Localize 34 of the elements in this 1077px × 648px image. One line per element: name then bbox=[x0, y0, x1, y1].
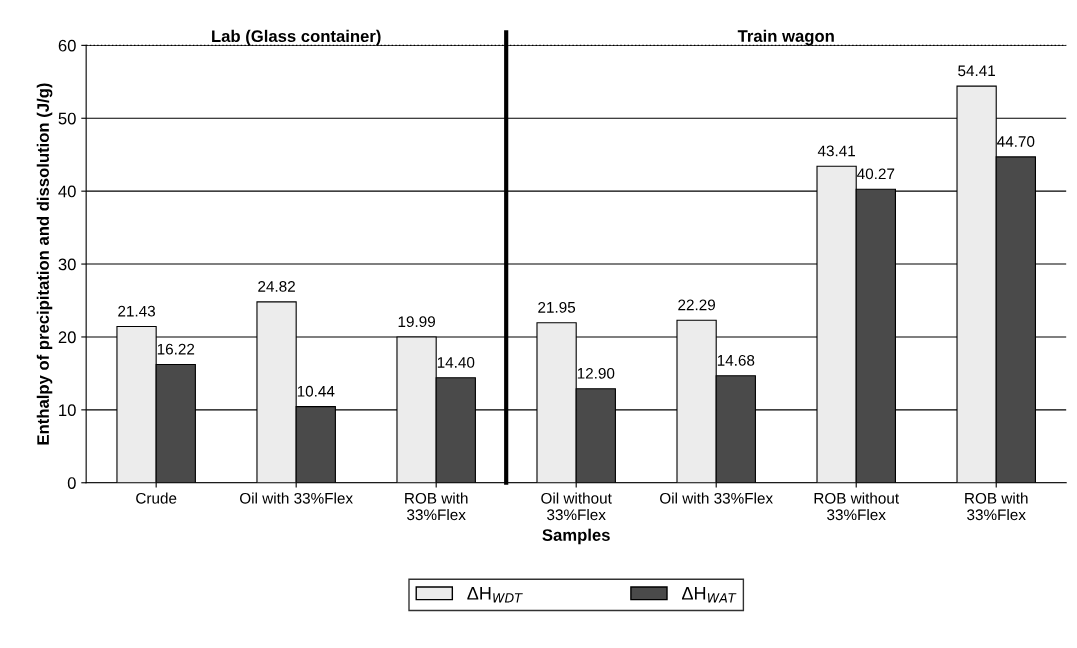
y-tick-label: 50 bbox=[58, 112, 76, 125]
legend-label: ΔH$_{WDT}$ bbox=[467, 587, 523, 603]
y-tick-label: 10 bbox=[59, 404, 76, 417]
x-axis-title: Samples bbox=[542, 528, 610, 545]
x-tick-label: Crude bbox=[136, 492, 177, 504]
data-label: 10.44 bbox=[297, 385, 335, 397]
data-label: 43.41 bbox=[817, 145, 855, 157]
x-tick-label: ROB without 33%Flex bbox=[814, 492, 899, 521]
data-label: 21.43 bbox=[118, 305, 156, 317]
chart-title: Lab (Glass container) bbox=[212, 29, 381, 46]
legend-label: ΔH$_{WAT}$ bbox=[682, 587, 737, 603]
data-label: 16.22 bbox=[157, 343, 195, 355]
x-tick-label: Oil with 33%Flex bbox=[240, 492, 353, 504]
data-label: 44.70 bbox=[997, 136, 1035, 147]
y-tick-label: 0 bbox=[67, 477, 76, 489]
data-label: 24.82 bbox=[258, 281, 295, 292]
data-label: 22.29 bbox=[678, 299, 715, 311]
data-label: 14.68 bbox=[717, 354, 755, 366]
data-label: 54.41 bbox=[958, 65, 995, 77]
x-tick-label: ROB with 33%Flex bbox=[965, 492, 1028, 521]
data-label: 14.40 bbox=[437, 357, 475, 368]
y-tick-label: 60 bbox=[58, 39, 76, 52]
x-tick-label: Oil with 33%Flex bbox=[660, 492, 773, 504]
y-axis-title: Enthalpy of precipitation and dissolution (J/g) bbox=[36, 83, 53, 445]
y-tick-label: 40 bbox=[58, 185, 76, 198]
chart-title: Train wagon bbox=[737, 29, 834, 46]
data-label: 12.90 bbox=[577, 367, 615, 379]
y-tick-label: 20 bbox=[58, 331, 76, 344]
data-label: 21.95 bbox=[538, 301, 576, 313]
data-label: 40.27 bbox=[857, 168, 895, 180]
x-tick-label: Oil without 33%Flex bbox=[541, 492, 612, 521]
data-label: 19.99 bbox=[398, 316, 435, 328]
y-tick-label: 30 bbox=[58, 258, 76, 271]
x-tick-label: ROB with 33%Flex bbox=[405, 492, 468, 521]
